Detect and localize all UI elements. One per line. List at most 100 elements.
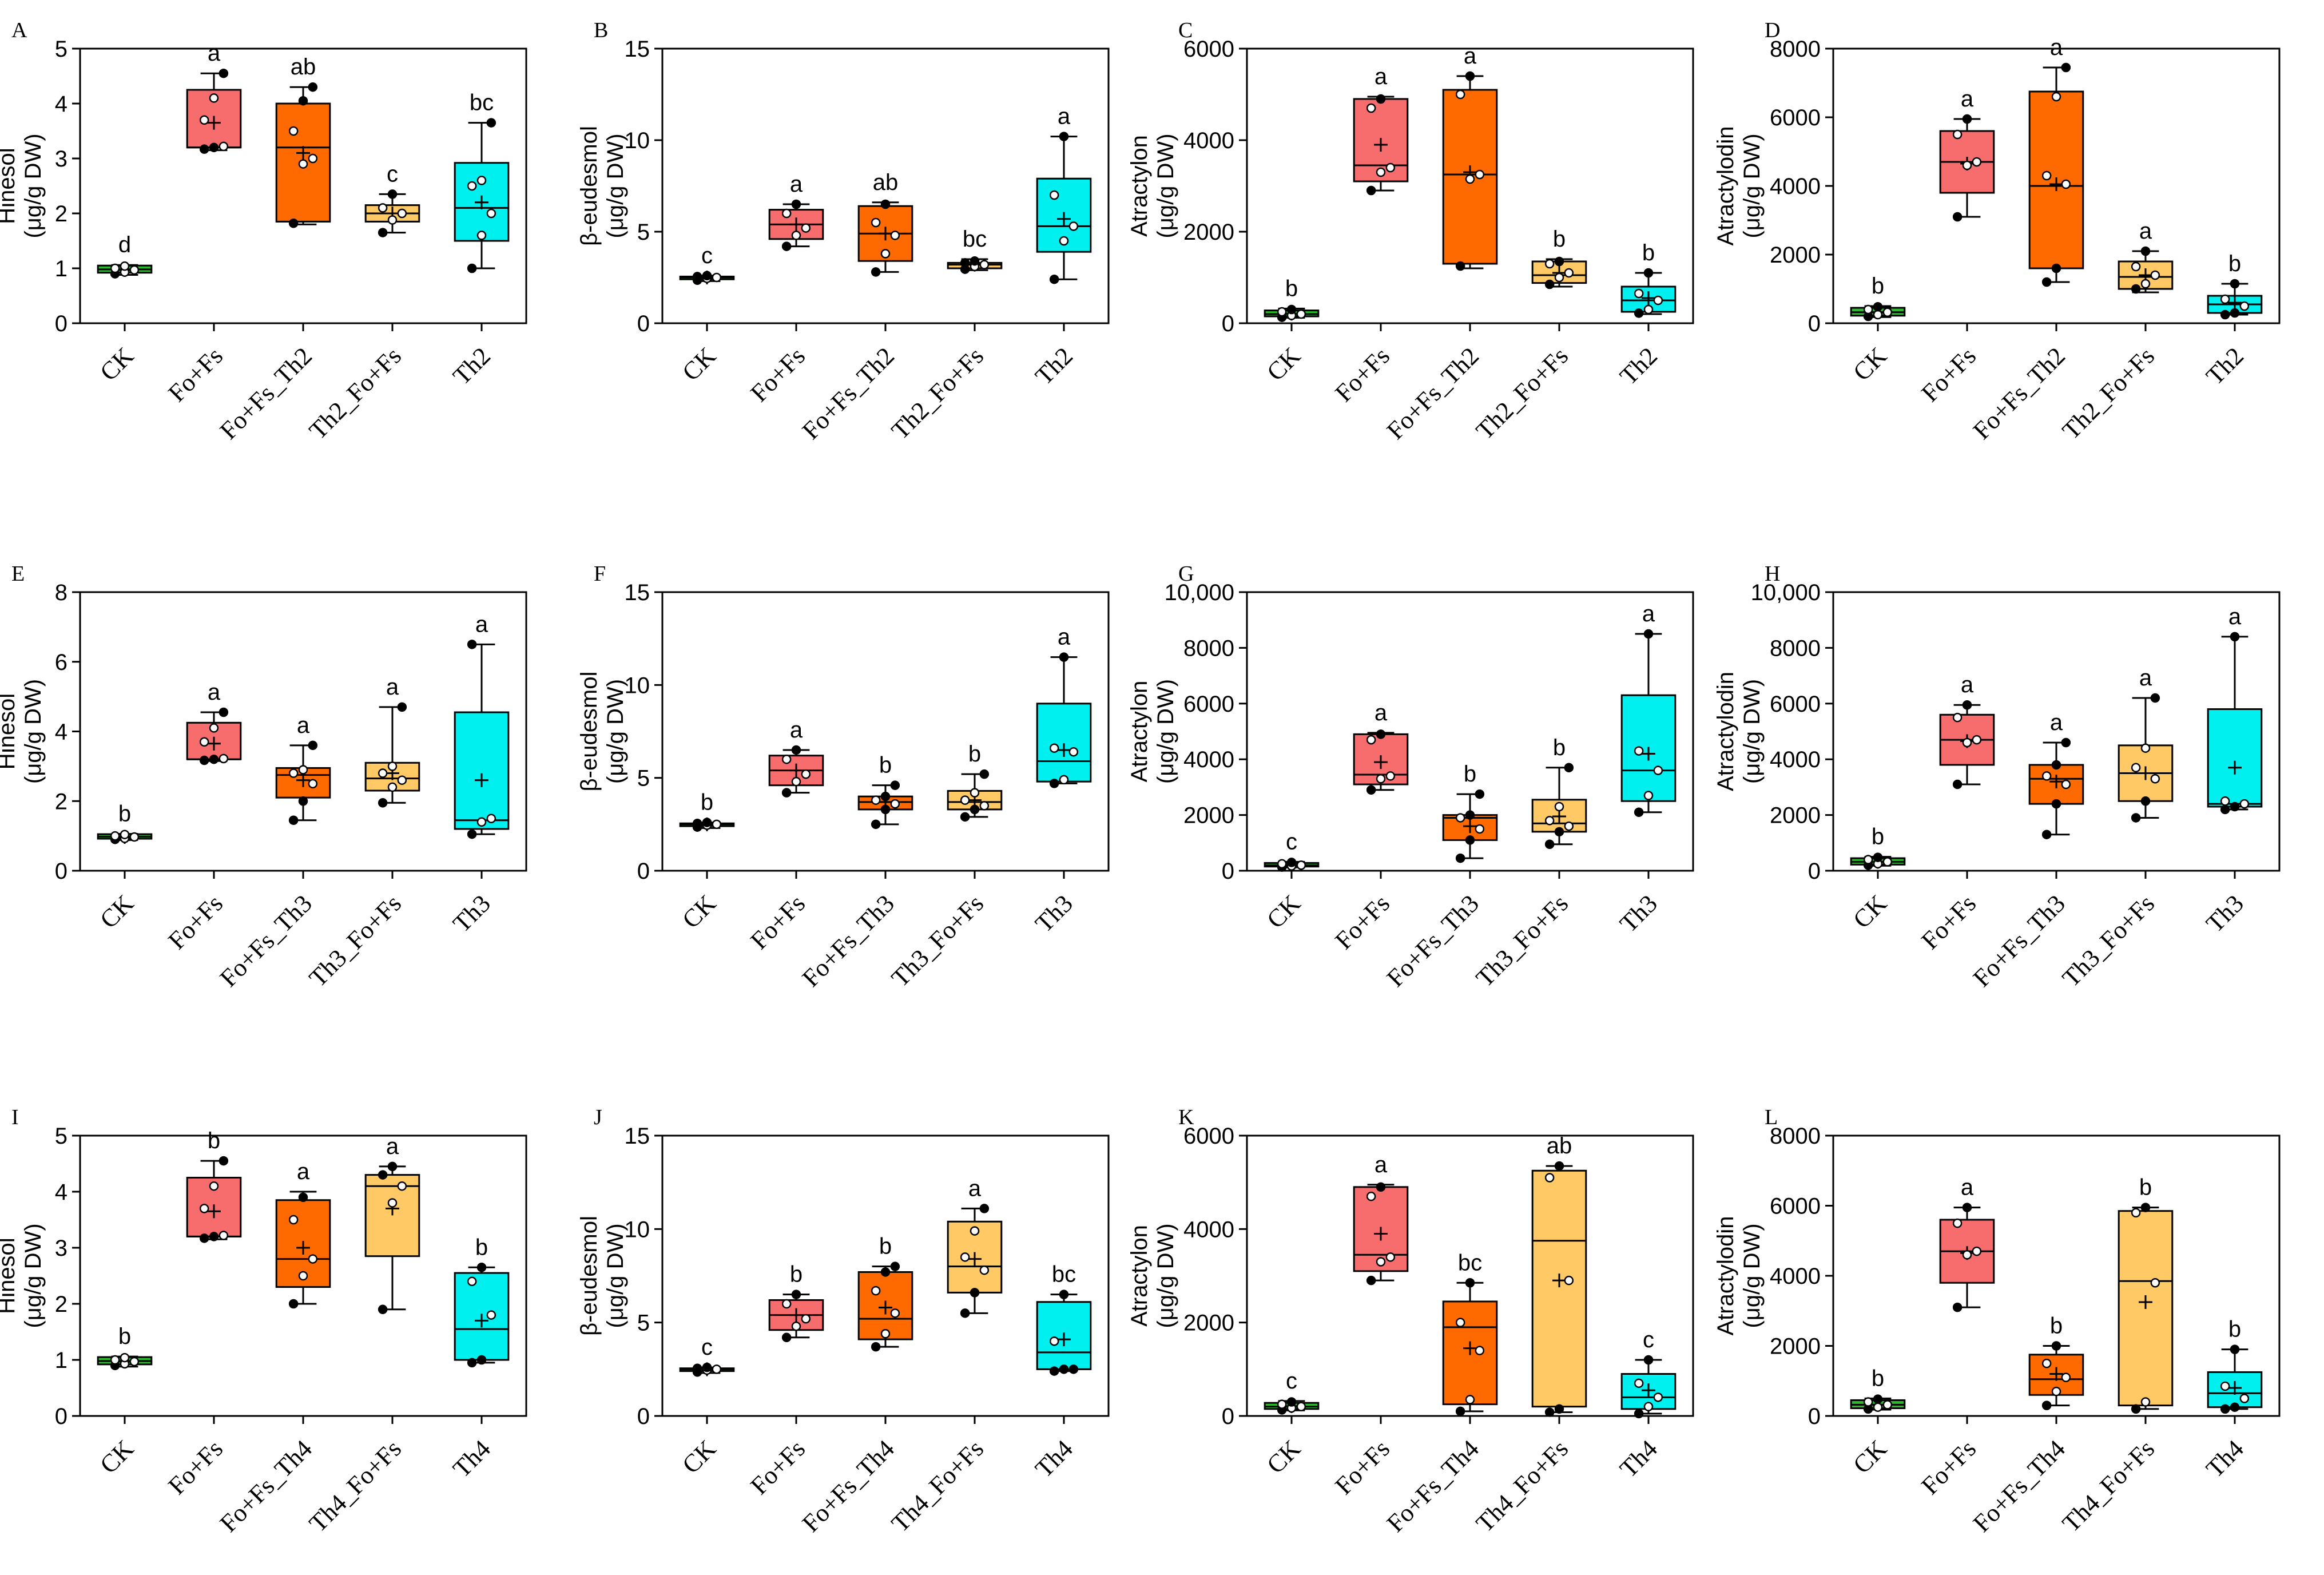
x-tick-label: Th4_Fo+Fs [1471,1434,1574,1537]
data-point [1376,729,1386,739]
data-point [960,1308,970,1318]
data-point [880,1267,891,1277]
data-point [2131,261,2141,272]
data-point [378,768,388,778]
box-th_fofs: a [364,1134,420,1315]
data-point [1962,1250,1972,1260]
box-fofs: a [1353,1152,1409,1286]
x-tick-label: CK [1261,342,1306,386]
y-tick-label: 2 [55,201,67,227]
significance-letter: a [1058,625,1071,650]
data-point [1544,816,1555,826]
y-tick-label: 4 [55,720,67,745]
data-point [970,256,980,266]
box-th_fofs: b [1531,227,1587,289]
y-axis-label: Atractylon(μg/g DW) [1127,133,1178,238]
y-tick-label: 1 [55,1348,67,1373]
box-th_fofs: b [947,741,1003,822]
y-axis-label: Atractylon(μg/g DW) [1127,679,1178,784]
x-tick-label: Fo+Fs_Th2 [1968,342,2071,445]
data-point [1873,310,1883,320]
panel-label: J [594,1105,602,1129]
y-axis-label-line: (μg/g DW) [603,679,628,784]
data-point [1634,807,1644,817]
data-point [1952,129,1963,140]
data-point [960,812,970,822]
y-tick-label: 5 [637,1311,650,1336]
mean-marker [1057,212,1071,226]
data-point [702,271,712,281]
data-point [1873,1394,1883,1404]
box-body [1036,703,1092,783]
data-point [791,231,801,240]
data-point [476,1263,487,1272]
significance-letter: a [2139,665,2152,691]
data-point [1049,743,1059,753]
data-point [2140,1203,2151,1212]
y-axis-label-line: β-eudesmol [577,126,602,246]
y-axis-label-line: (μg/g DW) [1739,679,1765,784]
x-tick-label: CK [1848,889,1892,934]
data-point [801,223,811,233]
mean-marker [1374,755,1388,769]
mean-marker [1552,1274,1566,1288]
data-point [2131,284,2141,294]
significance-letter: a [208,41,221,66]
data-point [378,203,388,213]
panel-d: D 0 2000 4000 6000 8000 Atractylodin(μg/g DW) b… [1713,18,2281,445]
data-point [1634,1378,1644,1388]
data-point [1952,212,1963,222]
significance-letter: d [118,232,131,257]
data-point [1554,256,1564,267]
data-point [1475,169,1485,180]
x-tick-label: Th3_Fo+Fs [304,889,407,992]
data-point [1376,774,1386,784]
data-point [387,215,398,225]
data-point [1873,1402,1883,1412]
data-point [2041,170,2052,181]
data-point [1873,301,1883,312]
data-point [1882,1400,1893,1410]
data-point [1385,162,1396,173]
data-point [960,1252,970,1262]
data-point [1059,775,1069,785]
data-point [476,231,487,240]
data-point [1465,174,1475,184]
x-tick-label: Th4 [1030,1434,1078,1483]
y-axis-label: β-eudesmol(μg/g DW) [577,672,628,792]
y-tick-label: 0 [637,859,650,884]
significance-letter: b [208,1128,220,1153]
data-point [2061,1372,2071,1382]
panel-label: K [1178,1105,1194,1129]
box-ck: b [1264,276,1320,322]
data-point [791,1290,801,1299]
x-tick-label: Fo+Fs [1916,1434,1981,1499]
data-point [712,819,722,830]
box-th_fofs: a [947,1176,1003,1318]
data-point [1296,309,1306,319]
y-tick-label: 6000 [1183,1124,1234,1149]
significance-letter: b [118,1324,131,1349]
data-point [219,68,229,78]
data-point [1863,1397,1873,1407]
panel-e: E 0 2 4 6 8 Hinesol(μg/g DW) b a a a a CK Fo+FsFo+Fs_… [0,562,527,993]
mean-marker [1463,819,1477,834]
y-tick-label: 0 [55,859,67,884]
y-axis-label-line: (μg/g DW) [21,133,46,238]
mean-marker [1642,747,1655,761]
y-tick-label: 0 [1222,311,1234,336]
data-point [2150,1278,2160,1288]
y-axis-label-line: (μg/g DW) [1153,1223,1178,1328]
box-fofs_th: a [275,713,331,825]
data-point [1059,132,1069,141]
box-ck: b [97,1324,153,1371]
data-point [1455,261,1465,271]
significance-letter: b [790,1262,803,1287]
data-point [2230,802,2240,812]
x-tick-label: Th3_Fo+Fs [2057,889,2160,992]
data-point [298,159,308,169]
mean-marker [2139,766,2152,780]
data-point [801,1314,811,1324]
x-tick-label: Fo+Fs_Th4 [1381,1434,1484,1537]
x-tick-label: CK [1848,1434,1892,1479]
